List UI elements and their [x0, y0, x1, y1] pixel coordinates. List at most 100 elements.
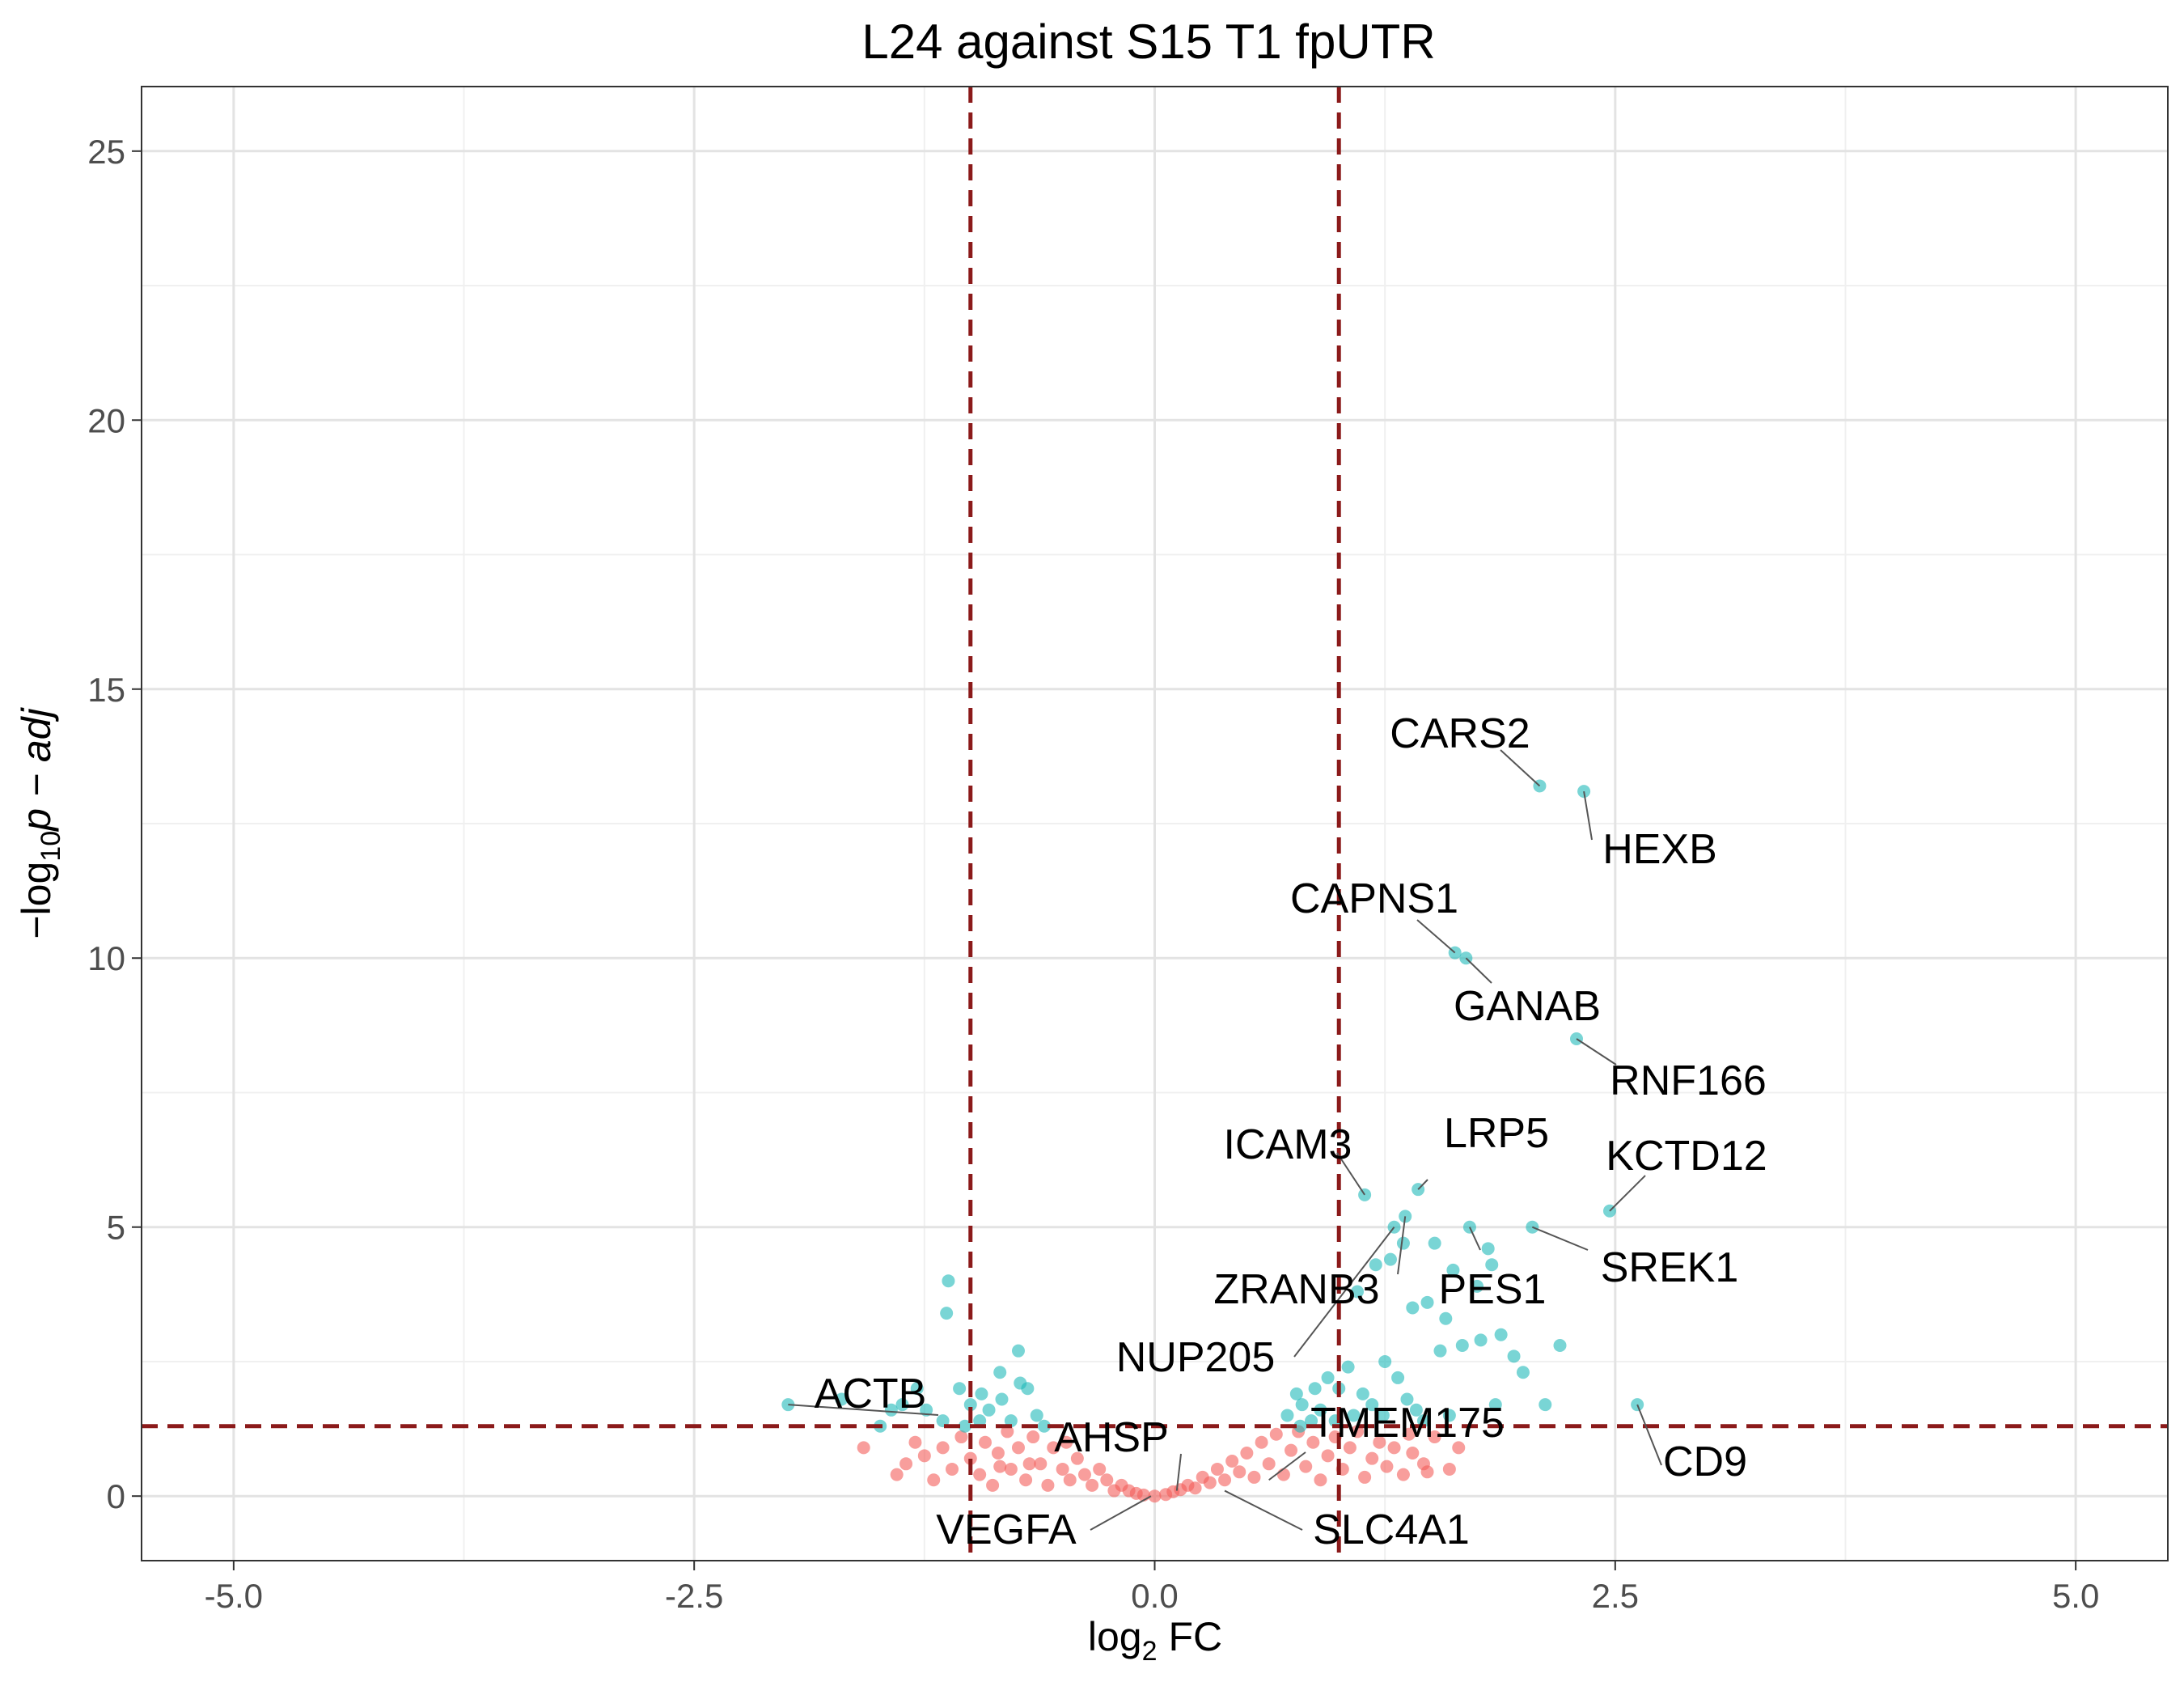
x-tick-label: 2.5 [1592, 1577, 1639, 1615]
point-significant [1308, 1382, 1322, 1396]
leader-line-rnf166 [1576, 1038, 1617, 1066]
point-significant [993, 1366, 1007, 1379]
x-axis-label-rest: FC [1158, 1614, 1223, 1659]
point-not-significant [1299, 1460, 1313, 1473]
point-not-significant [1247, 1470, 1261, 1484]
point-significant [1416, 1414, 1430, 1428]
point-significant [1420, 1295, 1434, 1309]
point-not-significant [1373, 1435, 1386, 1449]
point-not-significant [1070, 1451, 1084, 1465]
y-axis-label-prefix: −log [14, 862, 59, 939]
point-significant [1396, 1236, 1410, 1250]
point-not-significant [1380, 1460, 1394, 1473]
point-not-significant [1351, 1425, 1364, 1438]
gene-label-pes1: PES1 [1439, 1266, 1547, 1313]
y-tick-label: 20 [87, 401, 125, 439]
leader-line-kctd12 [1609, 1175, 1646, 1212]
point-not-significant [993, 1460, 1007, 1473]
point-significant [1433, 1344, 1447, 1358]
point-significant [958, 1419, 971, 1433]
point-not-significant [1343, 1441, 1357, 1455]
gene-label-kctd12: KCTD12 [1606, 1133, 1767, 1180]
x-tick-label: -5.0 [205, 1577, 263, 1615]
point-significant [1481, 1242, 1495, 1256]
gene-label-nup205: NUP205 [1116, 1334, 1276, 1381]
leader-line-cars2 [1500, 749, 1541, 787]
point-significant [1553, 1339, 1567, 1353]
point-significant [1442, 1409, 1456, 1422]
y-tick-label: 25 [87, 133, 125, 171]
point-not-significant [1034, 1457, 1048, 1471]
point-significant [1439, 1311, 1453, 1325]
point-significant [1474, 1333, 1488, 1347]
point-not-significant [1276, 1468, 1290, 1481]
point-significant [1314, 1403, 1327, 1417]
gene-label-rnf166: RNF166 [1610, 1057, 1767, 1104]
point-significant [1455, 1339, 1469, 1353]
point-significant [973, 1414, 987, 1428]
point-significant [1280, 1409, 1294, 1422]
point-not-significant [1269, 1427, 1283, 1441]
point-significant [1376, 1409, 1390, 1422]
point-not-significant [1001, 1425, 1014, 1438]
x-axis-label: log2 FC [1088, 1614, 1222, 1667]
point-not-significant [936, 1441, 950, 1455]
point-not-significant [1233, 1465, 1246, 1479]
point-not-significant [1255, 1435, 1268, 1449]
point-significant [1409, 1403, 1423, 1417]
point-significant [1365, 1398, 1379, 1412]
leader-line-lrp5 [1417, 1179, 1428, 1190]
point-significant [1507, 1349, 1521, 1363]
y-tick-label: 5 [107, 1209, 125, 1247]
leader-line-hexb [1583, 790, 1593, 841]
point-significant [1446, 1263, 1460, 1277]
point-significant [1011, 1344, 1025, 1358]
point-not-significant [1203, 1476, 1217, 1489]
gene-label-vegfa: VEGFA [936, 1506, 1077, 1553]
point-significant [1391, 1371, 1405, 1384]
leader-line-actb [788, 1404, 939, 1416]
point-significant [936, 1414, 950, 1428]
label-leader-layer [788, 749, 1662, 1531]
point-not-significant [954, 1430, 968, 1444]
gene-label-lrp5: LRP5 [1444, 1110, 1549, 1157]
leader-line-icam3 [1336, 1152, 1365, 1196]
point-significant [1289, 1387, 1303, 1400]
point-not-significant [857, 1441, 870, 1455]
gene-label-cd9: CD9 [1663, 1438, 1747, 1485]
point-not-significant [1321, 1449, 1335, 1463]
point-not-significant [1063, 1473, 1077, 1487]
point-significant [1305, 1414, 1318, 1428]
point-significant [995, 1392, 1009, 1406]
point-not-significant [973, 1468, 987, 1481]
y-tick-label: 10 [87, 939, 125, 977]
x-tick-label: 5.0 [2052, 1577, 2099, 1615]
point-not-significant [1442, 1462, 1456, 1476]
point-significant [1488, 1398, 1502, 1412]
point-significant [942, 1274, 955, 1288]
point-not-significant [1100, 1473, 1114, 1487]
point-not-significant [1428, 1430, 1441, 1444]
point-significant [1037, 1419, 1051, 1433]
point-significant [1400, 1392, 1414, 1406]
leader-line-nup205 [1293, 1227, 1395, 1358]
point-not-significant [1314, 1473, 1327, 1487]
point-significant [1516, 1366, 1530, 1379]
point-not-significant [978, 1435, 992, 1449]
gene-label-ganab: GANAB [1454, 983, 1601, 1030]
point-not-significant [1077, 1468, 1091, 1481]
point-not-significant [1365, 1451, 1379, 1465]
leader-line-zranb3 [1397, 1216, 1407, 1275]
gene-label-ahsp: AHSP [1054, 1414, 1169, 1461]
leader-line-capns1 [1416, 919, 1456, 954]
point-not-significant [991, 1447, 1005, 1460]
leader-line-cd9 [1636, 1404, 1662, 1466]
point-significant [982, 1403, 996, 1417]
chart-title: L24 against S15 T1 fpUTR [861, 15, 1435, 69]
point-not-significant [1148, 1489, 1162, 1503]
x-axis-label-base: log [1088, 1614, 1142, 1659]
y-axis-label: −log10p − adj [14, 706, 66, 938]
x-tick-label: -2.5 [665, 1577, 723, 1615]
